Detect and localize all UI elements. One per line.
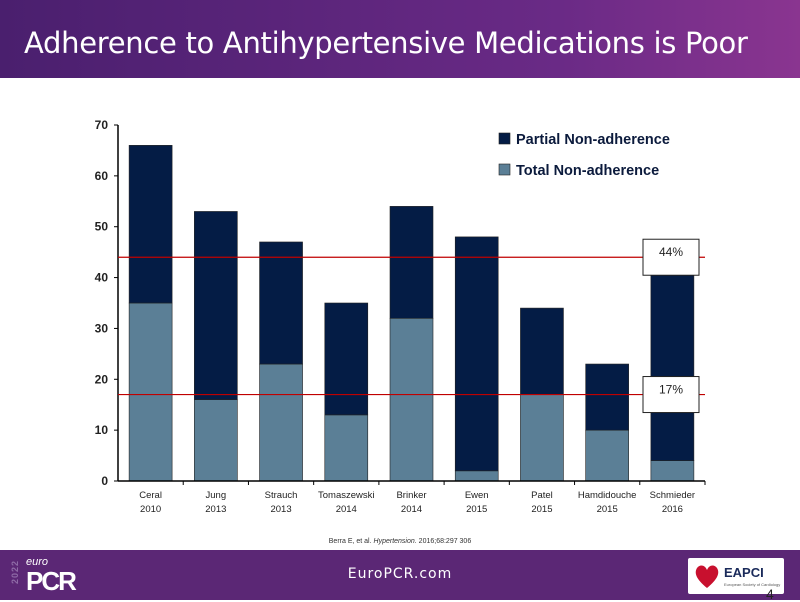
- bar-partial: [259, 241, 303, 365]
- y-tick-label: 0: [101, 474, 108, 488]
- eapci-text: EAPCI: [724, 565, 764, 580]
- bar-total: [194, 399, 238, 482]
- bar-total: [585, 429, 629, 482]
- x-tick-label: 2015: [466, 504, 487, 515]
- bar-total: [650, 460, 695, 482]
- y-tick-label: 30: [95, 321, 109, 335]
- y-tick-label: 10: [95, 423, 109, 437]
- reference-label-box: [642, 238, 700, 276]
- citation-ref: 2016;68:297 306: [418, 538, 472, 545]
- x-tick-label: 2015: [597, 504, 618, 515]
- y-tick-label: 50: [95, 220, 109, 234]
- page-number: 4: [766, 586, 774, 602]
- reference-label-box: [642, 376, 700, 414]
- reference-label: 44%: [659, 245, 683, 259]
- bar-total: [454, 470, 499, 482]
- bar-partial: [454, 236, 499, 472]
- x-tick-label: Brinker: [396, 490, 426, 501]
- logo-pcr: PCR: [26, 566, 77, 596]
- slide-header: Adherence to Antihypertensive Medication…: [0, 0, 800, 78]
- bar-total: [259, 363, 303, 482]
- footer: 2022 euro PCR EuroPCR.com EAPCI European…: [0, 550, 800, 600]
- logo-euro: euro: [26, 556, 49, 568]
- legend-swatch: [498, 132, 511, 145]
- y-tick-label: 40: [95, 271, 109, 285]
- footer-url[interactable]: EuroPCR.com: [347, 566, 453, 582]
- x-tick-label: 2013: [205, 504, 226, 515]
- x-tick-label: 2016: [662, 504, 683, 515]
- eapci-subtitle: European Society of Cardiology: [724, 582, 781, 587]
- bar-total: [324, 414, 369, 482]
- x-tick-label: Tomaszewski: [318, 490, 375, 501]
- x-tick-label: Ewen: [465, 490, 489, 501]
- y-tick-label: 20: [95, 372, 109, 386]
- stacked-bar-chart: Ceral2010Jung2013Strauch2013Tomaszewski2…: [95, 118, 706, 515]
- legend-swatch: [498, 163, 511, 176]
- bar-total: [520, 394, 564, 482]
- y-tick-label: 60: [95, 169, 109, 183]
- y-tick-label: 70: [95, 118, 109, 132]
- x-tick-label: Strauch: [265, 490, 298, 501]
- x-tick-label: Hamdidouche: [578, 490, 637, 501]
- slide-title: Adherence to Antihypertensive Medication…: [24, 26, 748, 60]
- x-tick-label: 2010: [140, 504, 161, 515]
- bar-total: [389, 317, 434, 482]
- bar-partial: [324, 302, 369, 416]
- x-tick-label: 2014: [336, 504, 357, 515]
- citation: Berra E, et al. Hypertension. 2016;68:29…: [0, 538, 800, 545]
- x-tick-label: Schmieder: [650, 490, 695, 501]
- bar-partial: [585, 363, 629, 431]
- x-tick-label: 2014: [401, 504, 422, 515]
- x-tick-label: 2015: [531, 504, 552, 515]
- bar-partial: [389, 206, 434, 319]
- legend-label: Partial Non-adherence: [516, 132, 670, 148]
- bar-total: [128, 302, 173, 482]
- legend-label: Total Non-adherence: [516, 163, 659, 179]
- bar-partial: [650, 256, 695, 461]
- citation-journal: Hypertension.: [373, 538, 417, 545]
- x-tick-label: Ceral: [139, 490, 162, 501]
- eapci-logo: EAPCI European Society of Cardiology: [688, 558, 784, 594]
- x-tick-label: 2013: [270, 504, 291, 515]
- citation-authors: Berra E, et al.: [328, 538, 372, 545]
- reference-label: 17%: [659, 383, 683, 397]
- bar-partial: [520, 307, 564, 395]
- bar-partial: [194, 211, 238, 400]
- x-tick-label: Patel: [531, 490, 553, 501]
- x-tick-label: Jung: [206, 490, 227, 501]
- heart-icon: [695, 565, 719, 588]
- bar-partial: [128, 145, 173, 304]
